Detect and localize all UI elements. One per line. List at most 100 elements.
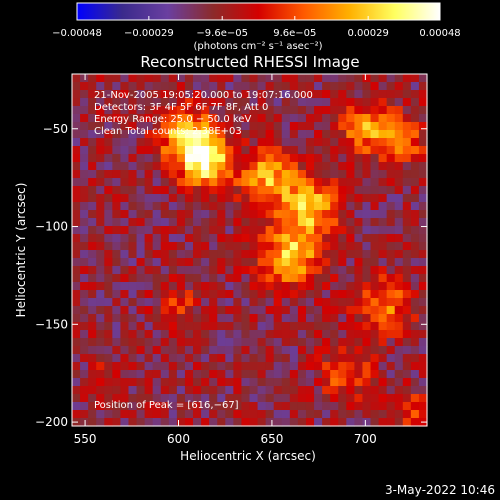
heatmap-cell (104, 210, 113, 219)
heatmap-cell (314, 194, 323, 203)
heatmap-cell (217, 202, 226, 211)
heatmap-cell (104, 418, 113, 427)
heatmap-cell (96, 298, 105, 307)
heatmap-cell (96, 362, 105, 371)
heatmap-cell (176, 338, 186, 347)
heatmap-cell (104, 234, 113, 243)
heatmap-cell (209, 138, 218, 147)
heatmap-cell (209, 370, 218, 379)
heatmap-cell (112, 74, 122, 83)
heatmap-cell (152, 114, 162, 123)
heatmap-cell (378, 210, 388, 219)
heatmap-cell (338, 338, 347, 347)
heatmap-cell (80, 202, 89, 211)
heatmap-cell (394, 378, 404, 387)
heatmap-cell (338, 106, 347, 115)
heatmap-cell (386, 146, 396, 155)
heatmap-cell (241, 170, 251, 179)
heatmap-cell (394, 298, 404, 307)
heatmap-cell (112, 250, 122, 259)
heatmap-cell (297, 306, 307, 315)
heatmap-cell (297, 394, 307, 403)
heatmap-cell (265, 290, 275, 299)
heatmap-cell (249, 362, 259, 371)
heatmap-cell (370, 354, 380, 363)
heatmap-cell (265, 282, 275, 291)
heatmap-cell (168, 378, 178, 387)
heatmap-cell (80, 282, 89, 291)
heatmap-cell (402, 258, 412, 267)
heatmap-cell (386, 410, 396, 419)
heatmap-cell (386, 274, 396, 283)
heatmap-cell (209, 114, 218, 123)
heatmap-cell (265, 402, 275, 411)
heatmap-cell (378, 298, 388, 307)
heatmap-cell (289, 298, 299, 307)
heatmap-cell (193, 202, 202, 211)
heatmap-cell (378, 218, 388, 227)
heatmap-cell (378, 290, 388, 299)
heatmap-cell (410, 370, 420, 379)
heatmap-cell (96, 146, 105, 155)
heatmap-cell (233, 210, 243, 219)
heatmap-cell (209, 394, 218, 403)
heatmap-cell (152, 282, 162, 291)
heatmap-cell (209, 130, 218, 139)
heatmap-cell (120, 354, 130, 363)
heatmap-cell (281, 394, 291, 403)
heatmap-cell (136, 146, 146, 155)
heatmap-cell (330, 226, 339, 235)
heatmap-cell (265, 418, 275, 427)
heatmap-cell (160, 178, 170, 187)
heatmap-cell (176, 170, 186, 179)
heatmap-cell (96, 234, 105, 243)
heatmap-cell (394, 338, 404, 347)
heatmap-cell (370, 250, 380, 259)
heatmap-cell (370, 130, 380, 139)
heatmap-cell (136, 242, 146, 251)
y-tick-label: −150 (35, 317, 68, 331)
heatmap-cell (370, 274, 380, 283)
heatmap-cell (370, 90, 380, 99)
heatmap-cell (322, 202, 331, 211)
heatmap-cell (386, 90, 396, 99)
heatmap-cell (136, 74, 146, 83)
heatmap-cell (257, 186, 267, 195)
heatmap-cell (104, 386, 113, 395)
heatmap-cell (378, 234, 388, 243)
heatmap-cell (314, 210, 323, 219)
heatmap-cell (72, 394, 81, 403)
heatmap-cell (370, 282, 380, 291)
heatmap-cell (193, 234, 202, 243)
heatmap-cell (305, 282, 315, 291)
heatmap-cell (193, 210, 202, 219)
heatmap-cell (104, 338, 113, 347)
heatmap-cell (152, 82, 162, 91)
heatmap-cell (152, 418, 162, 427)
heatmap-cell (314, 122, 323, 131)
heatmap-cell (112, 234, 122, 243)
heatmap-cell (144, 130, 154, 139)
heatmap-cell (88, 186, 97, 195)
heatmap-cell (217, 410, 226, 419)
heatmap-cell (88, 418, 97, 427)
heatmap-cell (88, 250, 97, 259)
heatmap-cell (72, 386, 81, 395)
heatmap-cell (370, 362, 380, 371)
heatmap-cell (128, 122, 138, 131)
heatmap-cell (209, 378, 218, 387)
heatmap-cell (362, 90, 372, 99)
heatmap-cell (128, 322, 138, 331)
heatmap-cell (120, 170, 130, 179)
heatmap-cell (265, 258, 275, 267)
heatmap-cell (168, 218, 178, 227)
heatmap-cell (120, 234, 130, 243)
annotation-block: 21‑Nov‑2005 19:05:20.000 to 19:07:16.000… (94, 90, 313, 137)
heatmap-cell (136, 290, 146, 299)
heatmap-cell (176, 298, 186, 307)
heatmap-cell (104, 170, 113, 179)
heatmap-cell (225, 250, 234, 259)
heatmap-cell (305, 298, 315, 307)
heatmap-cell (96, 98, 105, 107)
heatmap-cell (305, 74, 315, 83)
